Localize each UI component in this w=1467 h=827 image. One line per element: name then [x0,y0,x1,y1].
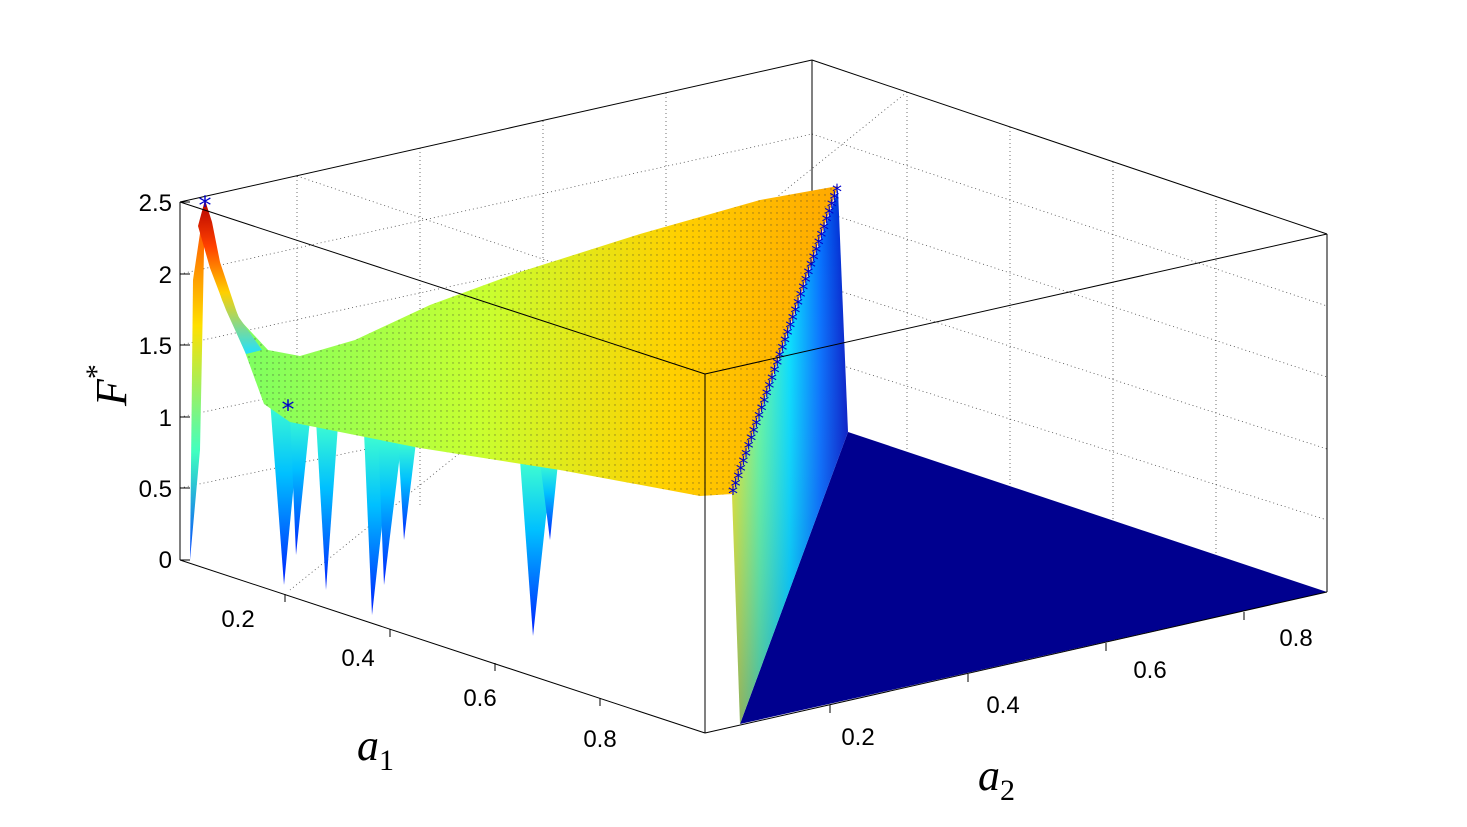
diagonal-marker: * [798,278,808,302]
diagonal-marker: * [819,218,829,242]
diagonal-marker: * [741,444,751,468]
z-tick-label: 2.5 [139,190,172,217]
diagonal-marker: * [751,414,761,438]
zero-floor-region [740,432,1327,724]
diagonal-marker: * [829,188,839,212]
diagonal-marker: * [814,233,824,257]
diagonal-marker: * [790,301,800,325]
a1-tick-label: 0.2 [221,606,254,633]
z-tick-label: 2 [159,262,172,289]
secondary-marker: * [282,395,295,425]
diagonal-marker: * [780,331,790,355]
dip-8 [540,462,558,540]
descending-wall-shade [732,190,848,724]
surface-dips [270,400,558,636]
a2-axis-label-main: a [978,751,1000,800]
diagonal-marker: * [767,369,777,393]
diagonal-marker: * [770,361,780,385]
a1-tick-label: 0.4 [341,645,374,672]
diagonal-marker: * [775,346,785,370]
diagonal-marker: * [764,376,774,400]
diagonal-marker: * [816,225,826,249]
a1-tick-label: 0.8 [583,726,616,753]
dip-2 [290,412,310,555]
diagonal-marker: * [728,482,738,506]
peak-marker: * [199,191,212,221]
dip-6 [398,440,416,540]
diagonal-marker: * [777,339,787,363]
diagonal-marker: * [772,354,782,378]
diagonal-marker: * [733,467,743,491]
a2-tick-label: 0.2 [841,724,874,751]
a2-axis-ticks: 0.2 0.4 0.6 0.8 [829,612,1313,751]
z-axis-label-sup: * [80,364,113,379]
z-axis-ticks: 0 0.5 1 1.5 2 2.5 [139,190,190,574]
diagonal-marker: * [827,195,837,219]
diagonal-marker: * [749,422,759,446]
a2-tick-label: 0.8 [1279,625,1312,652]
diagonal-marker: * [809,248,819,272]
diagonal-marker: * [832,180,842,204]
z-axis-label-main: F [87,378,136,407]
diagonal-marker: * [788,308,798,332]
dip-5 [378,434,402,585]
markers: ****************************************… [199,180,843,506]
a1-axis-ticks: 0.2 0.4 0.6 0.8 [221,594,617,753]
diagonal-marker: * [738,452,748,476]
diagonal-marker: * [731,474,741,498]
diagonal-marker: * [762,384,772,408]
dip-3 [316,420,338,590]
diagonal-marker: * [824,203,834,227]
a1-axis-label: a1 [357,721,394,777]
a1-axis-label-main: a [357,721,379,770]
left-edge-sheet [190,200,205,560]
diagonal-marker: * [796,286,806,310]
a2-tick-label: 0.4 [986,692,1019,719]
a2-axis-label: a2 [978,751,1015,807]
a1-tick-label: 0.6 [463,685,496,712]
diagonal-marker: * [822,210,832,234]
diagonal-marker: * [736,459,746,483]
diagonal-marker: * [811,240,821,264]
surface-mesh [205,186,838,496]
diagonal-marker: * [803,263,813,287]
dip-7 [520,460,552,636]
z-axis-label: F* [80,364,136,407]
z-tick-label: 1 [159,405,172,432]
diagonal-marker: * [757,399,767,423]
svg-text:F*: F* [80,364,136,407]
diagonal-marker: * [759,391,769,415]
peak-region [198,200,262,354]
svg-text:a1: a1 [357,721,394,777]
diagonal-marker: * [783,323,793,347]
diagonal-marker: * [744,437,754,461]
diagonal-marker: * [746,429,756,453]
a2-axis-label-sub: 2 [1000,774,1015,807]
z-tick-label: 0 [159,547,172,574]
diagonal-marker: * [801,271,811,295]
a1-axis-label-sub: 1 [379,744,394,777]
z-tick-label: 1.5 [139,333,172,360]
axes-box-front [179,201,1328,734]
diagonal-marker: * [754,407,764,431]
diagonal-marker: * [793,293,803,317]
svg-text:a2: a2 [978,751,1015,807]
diagonal-marker: * [806,256,816,280]
diagonal-marker: * [785,316,795,340]
z-tick-label: 0.5 [139,476,172,503]
a2-tick-label: 0.6 [1133,657,1166,684]
